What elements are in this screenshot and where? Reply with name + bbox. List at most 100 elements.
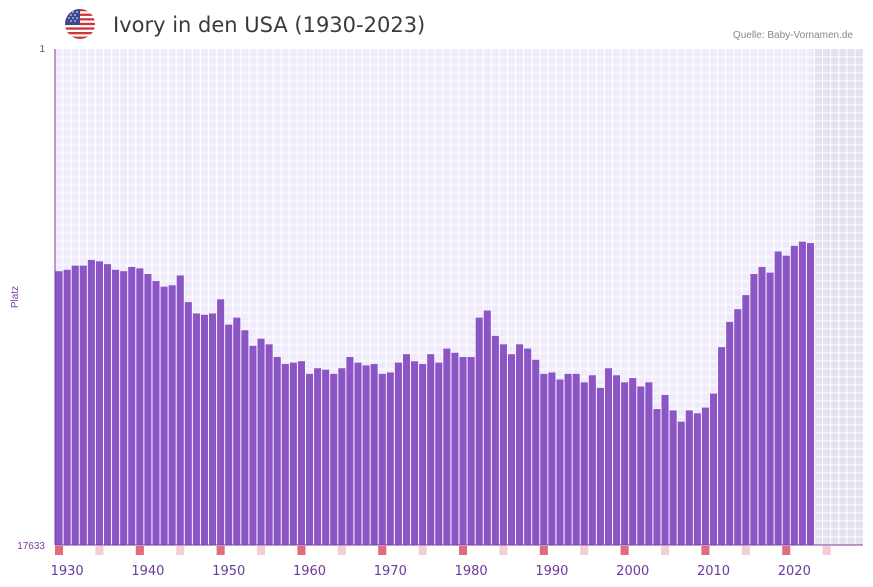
bar-1979 [459, 357, 467, 545]
bar-1939 [136, 268, 144, 545]
x-tick-1990: 1990 [535, 564, 568, 579]
bar-1978 [451, 352, 459, 545]
bar-2019 [782, 255, 790, 545]
bar-1946 [192, 313, 200, 545]
marker-1999 [620, 546, 629, 555]
marker-2004 [661, 546, 670, 555]
marker-2009 [701, 546, 710, 555]
marker-1954 [257, 546, 266, 555]
x-tick-2000: 2000 [616, 564, 649, 579]
bar-1938 [128, 266, 136, 545]
marker-1949 [216, 546, 225, 555]
bar-2002 [645, 382, 653, 545]
bar-2005 [669, 410, 677, 545]
bar-1960 [305, 373, 314, 545]
bar-1943 [168, 285, 176, 545]
marker-1929 [55, 546, 64, 555]
y-tick-bottom: 17633 [17, 541, 45, 552]
bar-1951 [233, 317, 241, 545]
bar-1975 [427, 354, 435, 545]
bar-1961 [314, 368, 322, 545]
marker-2014 [741, 546, 750, 555]
bar-1971 [394, 362, 402, 545]
marker-1939 [135, 546, 144, 555]
bar-1987 [524, 348, 532, 545]
x-tick-1940: 1940 [131, 564, 164, 579]
x-tick-1950: 1950 [212, 564, 245, 579]
bar-1962 [322, 369, 330, 545]
bar-1997 [604, 368, 613, 545]
marker-1944 [176, 546, 185, 555]
bar-1995 [588, 375, 596, 545]
bar-1991 [556, 379, 564, 545]
y-tick-top: 1 [39, 44, 45, 55]
bar-2010 [709, 393, 718, 545]
bar-2009 [701, 407, 709, 545]
bar-1964 [338, 368, 346, 545]
bar-1940 [144, 274, 152, 545]
bar-2008 [693, 413, 701, 545]
x-tick-2010: 2010 [697, 564, 730, 579]
bar-1968 [370, 364, 378, 545]
bar-1957 [281, 364, 289, 545]
marker-1994 [580, 546, 589, 555]
bar-1954 [257, 338, 265, 545]
bars [55, 241, 815, 546]
bar-1984 [499, 344, 507, 545]
y-axis-label: Platz [10, 286, 21, 308]
bar-1947 [200, 314, 209, 545]
marker-1934 [95, 546, 104, 555]
bar-1982 [483, 310, 491, 545]
bar-1933 [87, 259, 95, 545]
x-tick-1970: 1970 [374, 564, 407, 579]
bar-1970 [386, 372, 394, 545]
bar-1931 [71, 265, 79, 545]
bar-1998 [613, 375, 621, 545]
bar-1988 [532, 359, 540, 545]
bar-1944 [176, 275, 184, 545]
bar-1986 [516, 344, 524, 545]
marker-1984 [499, 546, 508, 555]
bar-1990 [548, 372, 556, 545]
bar-2017 [766, 272, 774, 545]
bar-2007 [685, 410, 693, 545]
us-flag-icon [65, 9, 95, 39]
bar-1952 [241, 330, 249, 545]
bar-2001 [637, 386, 645, 545]
bar-2018 [774, 251, 782, 546]
header: Ivory in den USA (1930-2023) Quelle: Bab… [0, 0, 873, 50]
marker-1964 [337, 546, 346, 555]
bar-1981 [475, 317, 483, 545]
grid-lines [55, 49, 863, 545]
bar-1976 [435, 362, 443, 545]
bar-2021 [798, 241, 806, 545]
bar-1977 [443, 348, 451, 545]
bar-2020 [790, 245, 798, 545]
bar-1996 [596, 387, 604, 545]
bar-1935 [103, 264, 112, 545]
bar-1956 [273, 357, 281, 545]
bar-2013 [734, 309, 742, 545]
bar-1958 [289, 362, 297, 545]
x-tick-1980: 1980 [455, 564, 488, 579]
bar-1942 [160, 286, 168, 545]
bar-1950 [225, 324, 233, 545]
bar-1994 [580, 382, 588, 545]
bar-1948 [209, 313, 217, 545]
marker-1989 [539, 546, 548, 555]
bar-1969 [378, 373, 386, 545]
bar-2014 [742, 295, 750, 545]
bar-1937 [120, 271, 128, 545]
bar-2012 [726, 321, 734, 545]
bar-1963 [330, 373, 338, 545]
marker-1979 [459, 546, 468, 555]
bar-1953 [249, 345, 257, 545]
bar-2016 [758, 266, 766, 545]
marker-1959 [297, 546, 306, 555]
axes [54, 49, 863, 546]
marker-1969 [378, 546, 387, 555]
bar-2003 [653, 409, 661, 545]
bar-1934 [95, 261, 103, 545]
bar-1993 [572, 373, 580, 545]
